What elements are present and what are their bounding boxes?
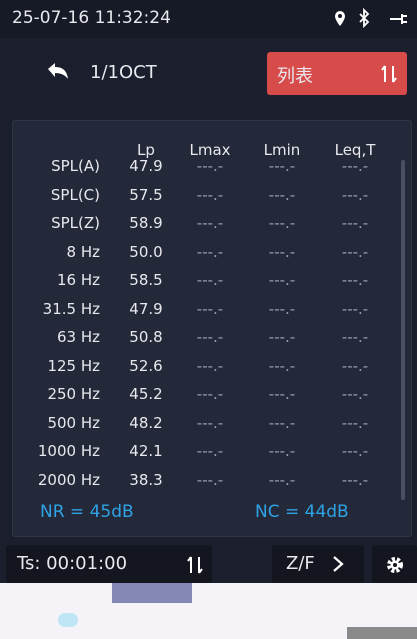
row-label: SPL(Z) [51, 214, 100, 232]
row-label: 500 Hz [47, 413, 100, 432]
cell-value: ---.- [196, 385, 224, 403]
row-label: 250 Hz [47, 385, 100, 403]
cell-value: ---.- [196, 356, 224, 375]
list-button[interactable]: 列表 [267, 52, 407, 95]
ts-box[interactable]: Ts: 00:01:00 [6, 545, 212, 583]
cell-value: ---.- [268, 442, 296, 460]
cell-value: ---.- [196, 442, 224, 460]
cell-value: ---.- [341, 185, 369, 204]
cell-value: ---.- [341, 242, 369, 261]
row-label: 125 Hz [47, 356, 100, 375]
sort-icon [381, 65, 397, 83]
cell-value: ---.- [196, 328, 224, 346]
mode-label: Z/F [286, 553, 315, 574]
row-label: SPL(A) [51, 157, 100, 175]
gear-icon [387, 557, 403, 573]
cell-value: ---.- [268, 185, 296, 204]
table-panel [12, 120, 412, 537]
cell-value: 50.8 [129, 328, 163, 346]
cell-value: ---.- [341, 214, 369, 232]
row-label: 31.5 Hz [42, 299, 100, 318]
sort-icon [187, 556, 203, 574]
cell-value: 58.5 [129, 271, 163, 289]
row-label: 16 Hz [56, 271, 100, 289]
row-label: 8 Hz [66, 242, 100, 261]
cell-value: ---.- [268, 157, 296, 175]
cell-value: 47.9 [129, 157, 163, 175]
column-header: Leq,T [334, 141, 376, 159]
row-label: SPL(C) [50, 185, 100, 204]
cell-value: 47.9 [129, 299, 163, 318]
cell-value: ---.- [268, 356, 296, 375]
column-header: Lmin [263, 141, 301, 159]
cell-value: ---.- [196, 271, 224, 289]
list-button-label: 列表 [277, 66, 313, 87]
nr-value: NR = 45dB [40, 502, 134, 522]
row-label: 2000 Hz [37, 470, 100, 489]
settings-button[interactable] [372, 545, 417, 583]
cell-value: ---.- [196, 157, 224, 175]
cell-value: ---.- [268, 470, 296, 489]
cell-value: 45.2 [129, 385, 163, 403]
cell-value: ---.- [341, 328, 369, 346]
status-bar [0, 0, 417, 38]
cell-value: ---.- [341, 356, 369, 375]
artifact [58, 613, 78, 627]
cell-value: ---.- [196, 470, 224, 489]
cell-value: ---.- [196, 185, 224, 204]
cell-value: ---.- [196, 242, 224, 261]
page-title: 1/1OCT [90, 62, 157, 83]
cell-value: 42.1 [129, 442, 163, 460]
cell-value: ---.- [196, 214, 224, 232]
row-label: 63 Hz [56, 328, 100, 346]
datetime: 25-07-16 11:32:24 [12, 8, 171, 28]
bottom-area [0, 583, 417, 639]
cell-value: 57.5 [129, 185, 163, 204]
column-header: Lmax [189, 141, 231, 159]
scrollbar[interactable] [401, 160, 405, 500]
chevron [333, 556, 344, 572]
cell-value: ---.- [341, 413, 369, 432]
cell-value: ---.- [268, 328, 296, 346]
artifact [347, 627, 417, 639]
cell-value: ---.- [341, 157, 369, 175]
cell-value: 52.6 [129, 356, 163, 375]
cell-value: ---.- [341, 442, 369, 460]
cell-value: ---.- [268, 242, 296, 261]
cell-value: ---.- [268, 271, 296, 289]
mode-box[interactable]: Z/F [272, 545, 364, 583]
cell-value: ---.- [268, 385, 296, 403]
row-label: 1000 Hz [37, 442, 100, 460]
cell-value: 50.0 [129, 242, 163, 261]
cell-value: ---.- [268, 214, 296, 232]
cell-value: 38.3 [129, 470, 163, 489]
cell-value: ---.- [341, 299, 369, 318]
cell-value: ---.- [341, 470, 369, 489]
back-button[interactable] [44, 60, 72, 84]
cell-value: ---.- [268, 413, 296, 432]
cell-value: ---.- [341, 271, 369, 289]
status-icons [335, 8, 407, 29]
cell-value: ---.- [341, 385, 369, 403]
nc-value: NC = 44dB [255, 502, 349, 522]
cell-value: ---.- [196, 299, 224, 318]
cell-value: 58.9 [129, 214, 163, 232]
cell-value: ---.- [268, 299, 296, 318]
cell-value: ---.- [196, 413, 224, 432]
ts-label: Ts: 00:01:00 [17, 553, 128, 574]
column-header: Lp [137, 141, 155, 159]
cell-value: 48.2 [129, 413, 163, 432]
artifact [112, 583, 192, 603]
